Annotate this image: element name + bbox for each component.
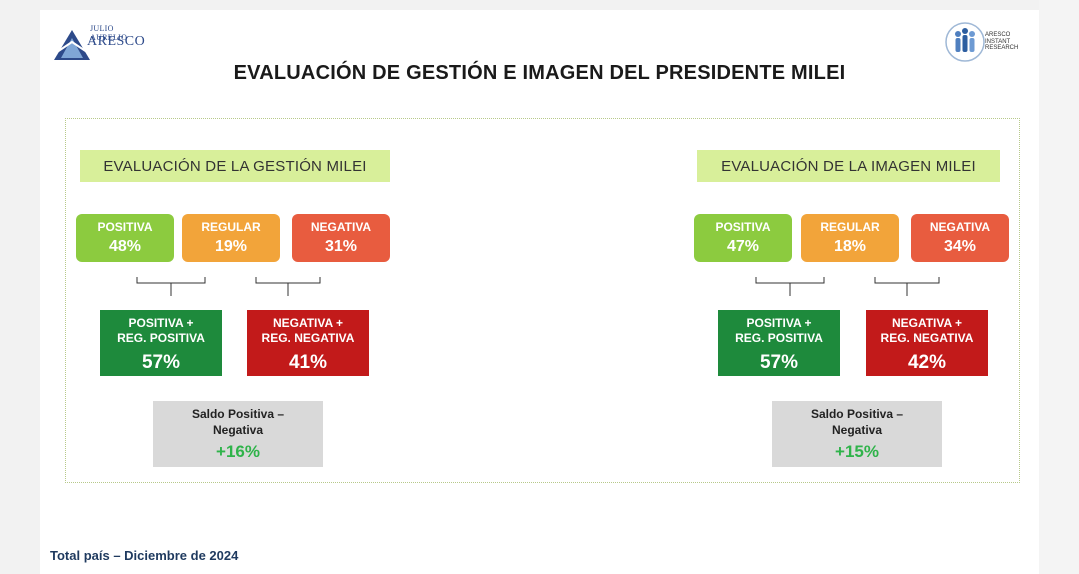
- aresco-logo: JULIO AURELIO ARESCO: [52, 22, 152, 64]
- logo-small-text: JULIO AURELIO: [90, 24, 128, 42]
- saldo-gestion: Saldo Positiva – Negativa +16%: [153, 401, 323, 467]
- card-gestion-negativa: NEGATIVA 31%: [292, 214, 390, 262]
- card-imagen-negativa: NEGATIVA 34%: [911, 214, 1009, 262]
- saldo-imagen: Saldo Positiva – Negativa +15%: [772, 401, 942, 467]
- sum-gestion-positiva: POSITIVA + REG. POSITIVA 57%: [100, 310, 222, 376]
- logo-big-text: ARESCO: [87, 34, 146, 49]
- page-edge: [1039, 0, 1079, 574]
- content-frame: [65, 118, 1020, 483]
- brace-imagen-negative: [874, 277, 940, 296]
- card-imagen-positiva: POSITIVA 47%: [694, 214, 792, 262]
- logo-right-text: ARESCO INSTANT RESEARCH: [985, 32, 1019, 51]
- slide: JULIO AURELIO ARESCO ARESCO INSTANT RESE…: [40, 10, 1039, 574]
- footer-note: Total país – Diciembre de 2024: [50, 548, 239, 563]
- people-circle-icon: [945, 22, 985, 62]
- sum-imagen-negativa: NEGATIVA + REG. NEGATIVA 42%: [866, 310, 988, 376]
- page-title: EVALUACIÓN DE GESTIÓN E IMAGEN DEL PRESI…: [233, 62, 846, 84]
- sum-gestion-negativa: NEGATIVA + REG. NEGATIVA 41%: [247, 310, 369, 376]
- section-title-gestion: EVALUACIÓN DE LA GESTIÓN MILEI: [80, 150, 390, 182]
- card-gestion-positiva: POSITIVA 48%: [76, 214, 174, 262]
- brace-gestion-positive: [136, 277, 206, 296]
- card-imagen-regular: REGULAR 18%: [801, 214, 899, 262]
- brace-imagen-positive: [755, 277, 825, 296]
- card-gestion-regular: REGULAR 19%: [182, 214, 280, 262]
- section-title-imagen: EVALUACIÓN DE LA IMAGEN MILEI: [697, 150, 1000, 182]
- sum-imagen-positiva: POSITIVA + REG. POSITIVA 57%: [718, 310, 840, 376]
- aresco-triangle-icon: [53, 30, 91, 60]
- brace-gestion-negative: [255, 277, 321, 296]
- aresco-instant-research-logo: ARESCO INSTANT RESEARCH: [945, 20, 1035, 68]
